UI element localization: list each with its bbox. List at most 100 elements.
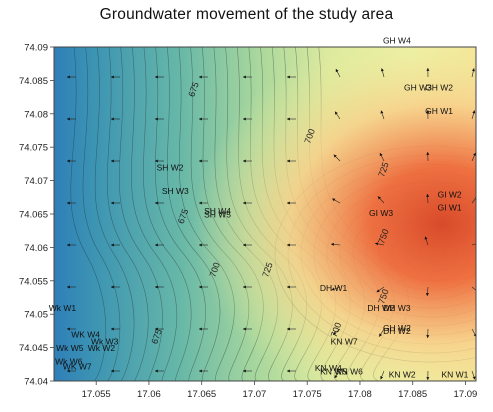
- flow-arrow: [199, 117, 208, 121]
- contour-label: 675: [149, 328, 164, 346]
- flow-arrow: [378, 328, 385, 337]
- well-label: WK W7: [63, 362, 92, 372]
- flow-arrow: [111, 117, 120, 121]
- x-tick-label: 17.065: [187, 389, 216, 400]
- flow-arrow: [331, 286, 341, 291]
- flow-arrow: [199, 159, 208, 163]
- flow-arrow: [111, 285, 120, 289]
- x-tick-label: 17.085: [398, 389, 427, 400]
- x-tick-label: 17.055: [82, 389, 111, 400]
- flow-arrow: [111, 75, 120, 79]
- y-tick-label: 74.06: [24, 243, 48, 254]
- flow-arrow: [471, 243, 476, 246]
- flow-arrow: [287, 369, 296, 373]
- high-head-region: [54, 47, 476, 381]
- flow-arrow: [243, 327, 252, 331]
- flow-arrow: [111, 327, 120, 331]
- flow-arrow: [67, 243, 76, 247]
- flow-arrow: [199, 285, 208, 289]
- contour-label: 750: [376, 288, 391, 306]
- flow-arrow: [243, 369, 252, 373]
- flow-arrow: [155, 75, 164, 79]
- flow-arrow: [379, 152, 385, 162]
- flow-arrow: [243, 117, 252, 121]
- well-label: GH W2: [425, 82, 453, 92]
- y-tick-label: 74.08: [24, 109, 48, 120]
- flow-arrow: [155, 285, 164, 289]
- flow-arrow: [424, 236, 429, 246]
- flow-arrow: [287, 201, 296, 205]
- flow-arrow: [426, 328, 430, 339]
- flow-arrow: [199, 369, 208, 373]
- well-label: KN W2: [389, 370, 416, 380]
- well-label: KN W5: [320, 366, 347, 376]
- well-label: KN W4: [315, 363, 342, 373]
- flow-arrow: [471, 110, 476, 120]
- y-tick-label: 74.045: [19, 343, 48, 354]
- flow-arrow: [426, 67, 430, 78]
- flow-arrow: [111, 201, 120, 205]
- flow-arrow: [471, 152, 476, 162]
- y-tick-label: 74.05: [24, 310, 48, 321]
- y-tick-label: 74.09: [24, 43, 48, 54]
- flow-arrow: [334, 111, 341, 120]
- flow-arrow: [199, 327, 208, 331]
- flow-arrow: [67, 159, 76, 163]
- x-tick-label: 17.075: [293, 389, 322, 400]
- flow-arrow: [199, 243, 208, 247]
- y-tick-label: 74.085: [19, 76, 48, 87]
- flow-arrow: [155, 369, 164, 373]
- well-label: GH W4: [383, 36, 411, 46]
- well-label: KN W1: [441, 370, 468, 380]
- well-label: Wk W1: [49, 303, 77, 313]
- x-tick-label: 17.07: [243, 389, 267, 400]
- flow-arrow: [199, 75, 208, 79]
- well-label: GH W2: [383, 323, 411, 333]
- contour-label: 675: [186, 81, 201, 99]
- flow-arrow: [287, 327, 296, 331]
- flow-arrow: [287, 75, 296, 79]
- well-label: DH W2: [383, 326, 411, 336]
- flow-arrow: [377, 196, 385, 204]
- y-tick-label: 74.07: [24, 176, 48, 187]
- well-label: Wk W5: [56, 343, 84, 353]
- flow-arrow: [111, 369, 120, 373]
- well-label: Wk W6: [55, 356, 83, 366]
- x-tick-label: 17.06: [137, 389, 161, 400]
- flow-arrow: [111, 159, 120, 163]
- flow-arrow: [335, 68, 341, 78]
- flow-arrow: [67, 285, 76, 289]
- flow-arrow: [426, 109, 430, 120]
- flow-arrow: [332, 328, 341, 335]
- contour-label: 675: [176, 208, 191, 226]
- well-label: DH W2: [367, 303, 395, 313]
- contour-label: 725: [260, 261, 275, 279]
- flow-arrow: [334, 370, 341, 379]
- flow-arrow: [426, 151, 430, 162]
- flow-arrow: [426, 193, 430, 204]
- y-axis: 74.04 74.045 74.05 74.055 74.06 74.065 74.07 74…: [19, 43, 54, 388]
- contour-label: 725: [376, 161, 391, 179]
- flow-arrow: [67, 327, 76, 331]
- contour-label: 700: [207, 261, 222, 279]
- flow-arrow: [111, 243, 120, 247]
- flow-arrow: [243, 243, 252, 247]
- flow-arrow: [287, 243, 296, 247]
- chart-title: Groundwater movement of the study area: [99, 6, 394, 23]
- well-label: KN W7: [331, 336, 358, 346]
- flow-arrow: [380, 68, 385, 78]
- well-label: GI W1: [438, 203, 462, 213]
- well-label: GI W3: [369, 208, 393, 218]
- flow-arrow: [243, 159, 252, 163]
- flow-arrow: [155, 201, 164, 205]
- flow-arrow: [155, 159, 164, 163]
- y-tick-label: 74.075: [19, 143, 48, 154]
- flow-arrow: [331, 242, 341, 246]
- flow-arrow: [199, 201, 208, 205]
- well-label: SH W2: [157, 163, 184, 173]
- y-tick-label: 74.065: [19, 210, 48, 221]
- well-label: WK W4: [71, 330, 100, 340]
- flow-arrow: [243, 285, 252, 289]
